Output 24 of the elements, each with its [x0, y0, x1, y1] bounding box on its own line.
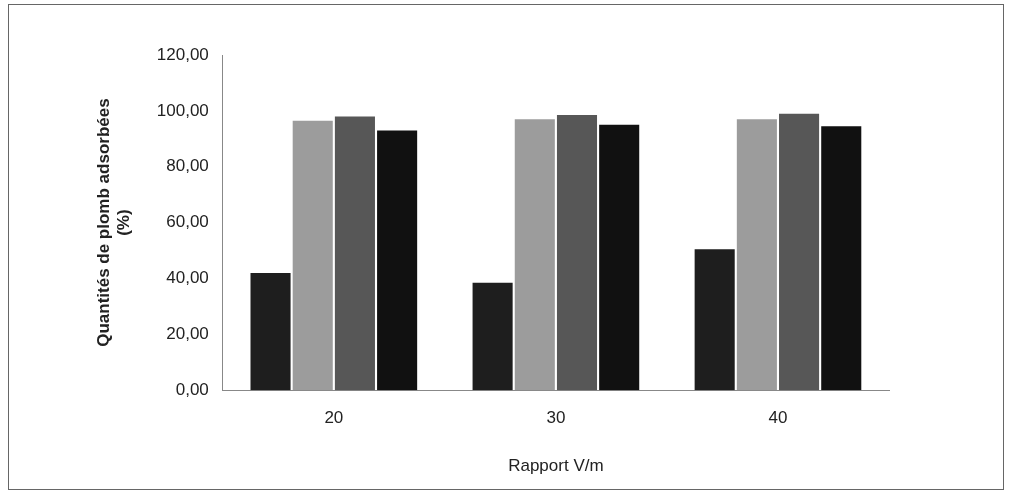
y-tick-label: 80,00 — [166, 156, 209, 176]
y-tick-label: 120,00 — [156, 44, 209, 64]
bar — [334, 116, 375, 391]
bar — [556, 115, 598, 391]
y-tick-label: 0,00 — [175, 379, 209, 399]
x-tick-label: 30 — [546, 408, 566, 428]
bar — [694, 249, 735, 391]
bar — [599, 124, 640, 391]
bar — [514, 119, 555, 391]
bar — [736, 119, 777, 391]
y-tick-label: 40,00 — [166, 268, 209, 288]
x-tick-label: 20 — [324, 408, 344, 428]
bar — [292, 120, 333, 391]
y-axis-title: Quantités de plomb adsorbées (%) — [93, 98, 134, 347]
bar — [472, 282, 513, 391]
y-tick-label: 60,00 — [166, 212, 209, 232]
x-axis-title: Rapport V/m — [508, 456, 604, 476]
x-tick-label: 40 — [768, 408, 788, 428]
bar — [779, 113, 820, 391]
bar — [377, 130, 418, 391]
y-tick-label: 20,00 — [166, 324, 209, 344]
y-tick-label: 100,00 — [156, 100, 209, 120]
bar — [821, 126, 862, 391]
bar — [250, 272, 291, 391]
